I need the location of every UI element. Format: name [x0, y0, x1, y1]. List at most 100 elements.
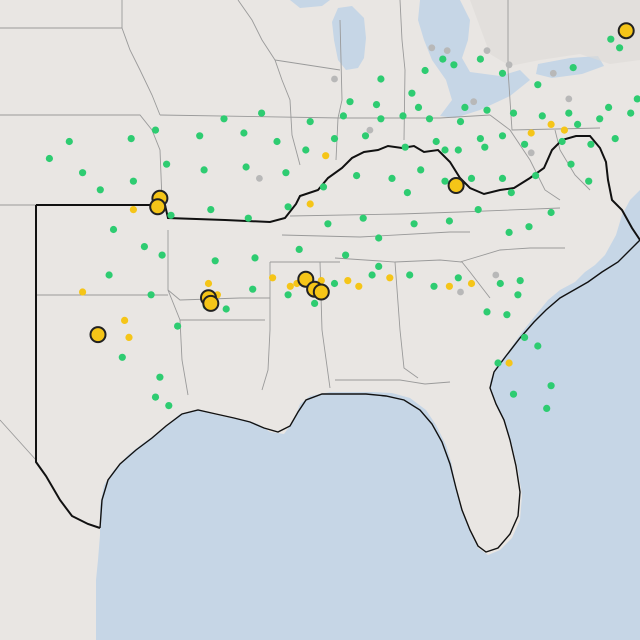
marker-good[interactable] — [129, 177, 137, 185]
marker-good[interactable] — [45, 154, 54, 163]
marker-good[interactable] — [514, 291, 522, 299]
marker-moderate[interactable] — [129, 206, 137, 214]
marker-moderate[interactable] — [322, 152, 330, 160]
marker-good[interactable] — [483, 106, 491, 114]
marker-good[interactable] — [505, 228, 513, 236]
marker-good[interactable] — [118, 353, 126, 361]
marker-good[interactable] — [498, 69, 507, 77]
marker-good[interactable] — [319, 183, 328, 191]
marker-good[interactable] — [507, 189, 515, 197]
marker-moderate[interactable] — [306, 200, 314, 208]
marker-good[interactable] — [359, 214, 367, 222]
marker-moderate[interactable] — [560, 126, 569, 134]
marker-good[interactable] — [406, 271, 414, 279]
marker-good[interactable] — [127, 135, 135, 143]
marker-good[interactable] — [342, 251, 350, 259]
marker-good[interactable] — [521, 333, 529, 341]
marker-good[interactable] — [65, 137, 73, 146]
marker-good[interactable] — [496, 279, 504, 288]
marker-good[interactable] — [509, 109, 518, 117]
marker-no-data[interactable] — [443, 47, 451, 54]
marker-good[interactable] — [284, 291, 292, 299]
marker-good[interactable] — [538, 112, 546, 120]
marker-good[interactable] — [481, 143, 489, 151]
marker-no-data[interactable] — [483, 47, 491, 54]
marker-good[interactable] — [498, 132, 507, 140]
marker-good[interactable] — [627, 109, 635, 117]
marker-good[interactable] — [569, 64, 577, 72]
marker-good[interactable] — [207, 206, 215, 214]
marker-moderate[interactable] — [121, 316, 129, 324]
marker-highlight[interactable] — [202, 294, 220, 312]
marker-good[interactable] — [96, 186, 104, 194]
marker-good[interactable] — [456, 118, 465, 126]
marker-highlight[interactable] — [149, 198, 167, 216]
marker-good[interactable] — [105, 271, 113, 279]
marker-good[interactable] — [547, 382, 555, 390]
marker-good[interactable] — [109, 225, 118, 234]
marker-moderate[interactable] — [527, 129, 535, 137]
marker-good[interactable] — [165, 402, 173, 410]
marker-good[interactable] — [196, 132, 204, 140]
marker-good[interactable] — [375, 234, 383, 242]
marker-good[interactable] — [200, 166, 208, 174]
marker-good[interactable] — [151, 126, 160, 134]
marker-good[interactable] — [558, 137, 566, 146]
marker-good[interactable] — [414, 103, 423, 111]
marker-good[interactable] — [605, 103, 613, 111]
marker-good[interactable] — [284, 203, 292, 211]
marker-moderate[interactable] — [204, 279, 213, 288]
marker-no-data[interactable] — [428, 44, 436, 52]
marker-good[interactable] — [295, 245, 303, 253]
marker-moderate[interactable] — [286, 282, 294, 290]
marker-no-data[interactable] — [527, 149, 535, 157]
marker-good[interactable] — [450, 61, 458, 69]
marker-moderate[interactable] — [505, 359, 513, 367]
marker-good[interactable] — [353, 172, 361, 180]
marker-good[interactable] — [585, 177, 593, 185]
marker-good[interactable] — [311, 299, 319, 307]
marker-good[interactable] — [454, 146, 462, 154]
marker-good[interactable] — [220, 115, 228, 123]
marker-moderate[interactable] — [79, 288, 87, 296]
marker-no-data[interactable] — [505, 61, 513, 69]
marker-good[interactable] — [368, 271, 376, 279]
marker-good[interactable] — [399, 112, 407, 120]
marker-good[interactable] — [403, 189, 411, 197]
marker-no-data[interactable] — [470, 98, 478, 106]
marker-moderate[interactable] — [125, 333, 133, 341]
marker-good[interactable] — [408, 89, 416, 97]
marker-no-data[interactable] — [549, 69, 557, 77]
marker-good[interactable] — [534, 81, 542, 89]
marker-good[interactable] — [509, 390, 518, 398]
marker-good[interactable] — [375, 262, 383, 270]
marker-highlight[interactable] — [617, 22, 635, 40]
marker-good[interactable] — [163, 160, 171, 168]
marker-good[interactable] — [151, 393, 160, 401]
marker-good[interactable] — [240, 129, 248, 137]
marker-no-data[interactable] — [331, 75, 338, 83]
marker-good[interactable] — [401, 143, 409, 151]
marker-good[interactable] — [616, 44, 624, 52]
marker-good[interactable] — [156, 373, 164, 381]
marker-good[interactable] — [147, 291, 155, 299]
marker-moderate[interactable] — [386, 274, 394, 282]
marker-good[interactable] — [543, 404, 551, 412]
marker-good[interactable] — [454, 274, 462, 282]
marker-good[interactable] — [140, 243, 148, 251]
marker-good[interactable] — [498, 174, 507, 182]
marker-good[interactable] — [251, 254, 259, 262]
marker-good[interactable] — [425, 115, 434, 123]
marker-good[interactable] — [483, 308, 491, 316]
marker-highlight[interactable] — [447, 177, 465, 194]
marker-good[interactable] — [633, 95, 640, 103]
marker-good[interactable] — [330, 135, 339, 143]
marker-good[interactable] — [388, 174, 396, 182]
marker-good[interactable] — [244, 214, 252, 222]
marker-good[interactable] — [445, 217, 453, 225]
marker-no-data[interactable] — [256, 175, 263, 182]
marker-good[interactable] — [565, 109, 573, 117]
marker-good[interactable] — [211, 257, 219, 265]
